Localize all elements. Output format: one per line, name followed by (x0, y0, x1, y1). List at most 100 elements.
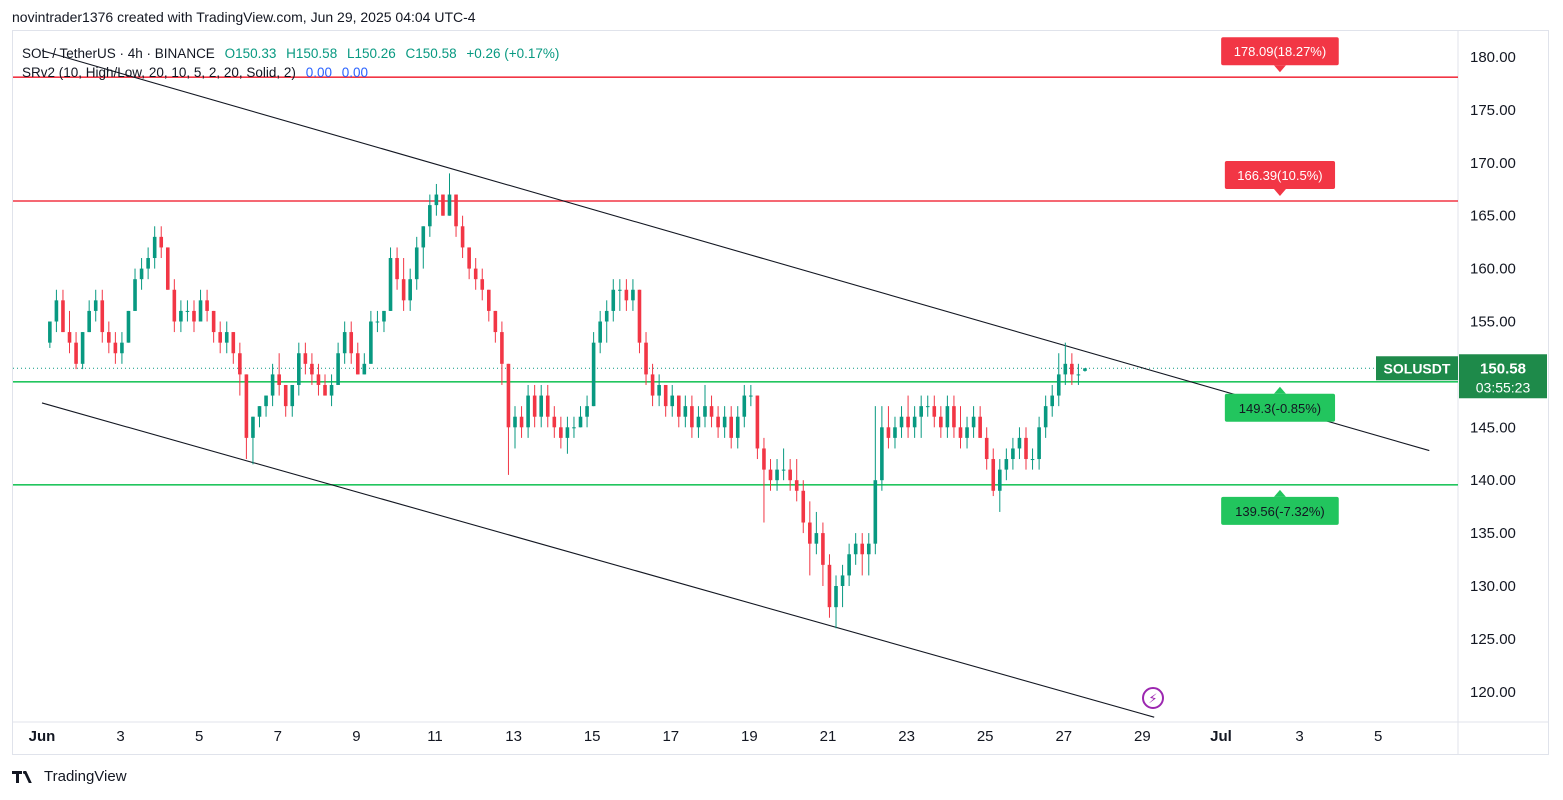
indicator-name[interactable]: SRv2 (10, High/Low, 20, 10, 5, 2, 20, So… (22, 65, 296, 80)
symbol-tag-box (1376, 356, 1458, 381)
y-tick-label: 120.00 (1470, 684, 1516, 701)
candle (906, 395, 910, 438)
candle (1037, 416, 1041, 470)
candle (277, 353, 281, 396)
candle (526, 384, 530, 438)
candle-body (932, 406, 937, 417)
candle-body (48, 321, 52, 343)
candle (388, 247, 393, 311)
candle (342, 321, 347, 364)
chart-legend: SOL / TetherUS · 4h · BINANCE O150.33 H1… (22, 44, 565, 82)
candle-body (755, 395, 760, 449)
candle (585, 395, 589, 428)
trendline (41, 50, 1430, 452)
candle-body (87, 310, 91, 333)
candle-body (80, 332, 85, 364)
candle (519, 406, 524, 438)
candle-body (264, 395, 268, 407)
candle (1070, 353, 1074, 385)
x-tick-label: 9 (352, 728, 360, 745)
candle-body (297, 353, 301, 385)
symbol-info[interactable]: SOL / TetherUS · 4h · BINANCE (22, 46, 215, 61)
candle (80, 332, 85, 370)
candle (428, 194, 432, 237)
candle-body (382, 310, 386, 322)
candle (749, 384, 753, 407)
candle-body (152, 236, 157, 259)
candle (657, 374, 661, 407)
candle-body (1083, 368, 1087, 371)
candle-body (1043, 406, 1048, 428)
candle-body (808, 522, 812, 544)
candle (54, 289, 59, 333)
candle-body (434, 194, 439, 206)
candle (565, 416, 570, 454)
candle-body (735, 416, 740, 438)
candle (670, 384, 675, 417)
candle (965, 416, 969, 449)
y-tick-label: 130.00 (1470, 578, 1516, 595)
candle (709, 395, 714, 428)
candle-body (676, 395, 681, 417)
candle-body (886, 427, 891, 438)
candle-body (192, 310, 196, 322)
candle-body (801, 490, 806, 523)
candle (270, 363, 275, 407)
candle-body (866, 543, 871, 555)
candle (952, 395, 956, 438)
x-tick-label: 13 (505, 728, 522, 745)
y-tick-label: 175.00 (1470, 102, 1516, 119)
candle-body (532, 395, 537, 417)
candle (395, 247, 399, 290)
candle (513, 406, 517, 449)
tradingview-footer: TradingView (12, 768, 127, 785)
candle (853, 533, 858, 565)
candle (729, 406, 733, 449)
candle (473, 258, 478, 290)
candle-body (840, 575, 845, 586)
candle (742, 384, 747, 428)
symbol-tag-label: SOLUSDT (1384, 360, 1451, 376)
candle (107, 321, 111, 354)
candle (788, 459, 792, 491)
x-tick-label: 23 (898, 728, 915, 745)
candle-body (768, 469, 773, 481)
candle (781, 448, 786, 481)
candle-body (467, 247, 471, 269)
y-tick-label: 155.00 (1470, 314, 1516, 331)
price-tag-countdown: 03:55:23 (1476, 379, 1531, 395)
x-tick-label: 21 (820, 728, 837, 745)
candle (146, 247, 150, 280)
candle-body (303, 353, 308, 364)
candle-body (224, 332, 229, 343)
candle-body (93, 300, 98, 311)
candle (198, 289, 203, 322)
candle (48, 321, 52, 348)
candle (480, 268, 485, 301)
candle-body (460, 226, 465, 248)
candle (552, 406, 557, 438)
candle (840, 564, 845, 608)
candle-body (624, 289, 629, 301)
candle (637, 289, 642, 354)
candle (152, 226, 157, 269)
candle-body (585, 406, 589, 417)
indicator-value-2: 0.00 (341, 65, 369, 80)
candle (159, 226, 164, 259)
candle (794, 459, 799, 502)
candle (834, 575, 838, 629)
x-tick-label: 17 (662, 728, 679, 745)
lightning-event-icon[interactable]: ⚡ (1142, 687, 1164, 709)
level-badge-pointer (1273, 65, 1286, 73)
candle (408, 268, 412, 311)
candle (932, 395, 937, 428)
candle (238, 342, 242, 396)
indicator-legend-row: SRv2 (10, High/Low, 20, 10, 5, 2, 20, So… (22, 63, 565, 82)
candle (971, 406, 976, 438)
candle-body (644, 342, 648, 375)
candle (244, 374, 249, 460)
candle (382, 310, 386, 333)
symbol-legend-row: SOL / TetherUS · 4h · BINANCE O150.33 H1… (22, 44, 565, 63)
candle-body (952, 406, 956, 428)
